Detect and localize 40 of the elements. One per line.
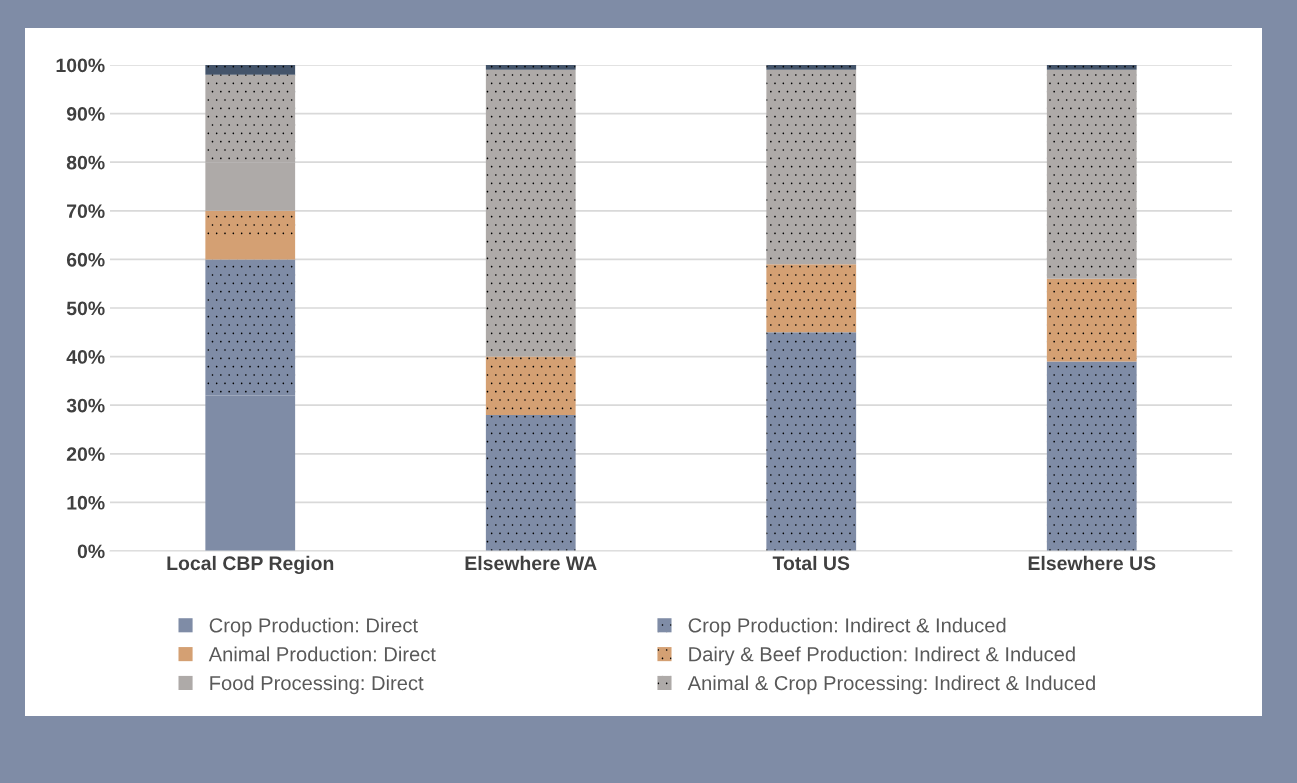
legend-label: Crop Production: Indirect & Induced bbox=[688, 617, 1006, 637]
y-tick-label: 90% bbox=[66, 107, 105, 121]
bar bbox=[485, 356, 576, 415]
y-tick-label: 10% bbox=[67, 495, 105, 510]
y-tick-label: 100% bbox=[56, 58, 105, 73]
bar bbox=[205, 74, 296, 163]
x-tick-label: Local CBP Region bbox=[167, 555, 334, 575]
legend-label: Dairy & Beef Production: Indirect & Induced bbox=[689, 646, 1075, 666]
legend-label: Animal Production: Direct bbox=[208, 646, 436, 662]
y-tick-label: 80% bbox=[66, 155, 105, 170]
y-tick-label: 50% bbox=[66, 301, 105, 316]
bar bbox=[205, 65, 296, 75]
bar bbox=[766, 65, 857, 70]
y-tick-label: 70% bbox=[67, 204, 105, 219]
bar bbox=[485, 65, 576, 70]
y-tick-label: 20% bbox=[66, 447, 105, 462]
y-tick-label: 0% bbox=[77, 544, 105, 559]
legend-label: Food Processing: Direct bbox=[210, 675, 424, 695]
y-tick-label: 60% bbox=[66, 252, 105, 267]
bar bbox=[1046, 278, 1137, 362]
bar bbox=[205, 259, 296, 396]
bar bbox=[1046, 69, 1137, 279]
y-tick-label: 30% bbox=[66, 398, 105, 413]
x-tick-label: Total US bbox=[772, 555, 850, 571]
bar bbox=[485, 414, 576, 551]
x-tick-label: Elsewhere US bbox=[1028, 555, 1156, 571]
bar bbox=[766, 69, 857, 265]
legend-label: Crop Production: Direct bbox=[209, 617, 418, 637]
bar bbox=[766, 332, 857, 551]
bar bbox=[205, 162, 296, 211]
bar bbox=[205, 239, 296, 260]
legend-label: Animal & Crop Processing: Indirect & Induced bbox=[687, 675, 1095, 695]
bar bbox=[766, 264, 857, 333]
bar bbox=[205, 210, 296, 240]
y-tick-label: 40% bbox=[66, 350, 105, 364]
bar bbox=[1046, 361, 1137, 551]
bar bbox=[485, 69, 576, 357]
x-tick-label: Elsewhere WA bbox=[465, 555, 597, 571]
bar bbox=[205, 395, 296, 551]
bar bbox=[1046, 65, 1137, 70]
